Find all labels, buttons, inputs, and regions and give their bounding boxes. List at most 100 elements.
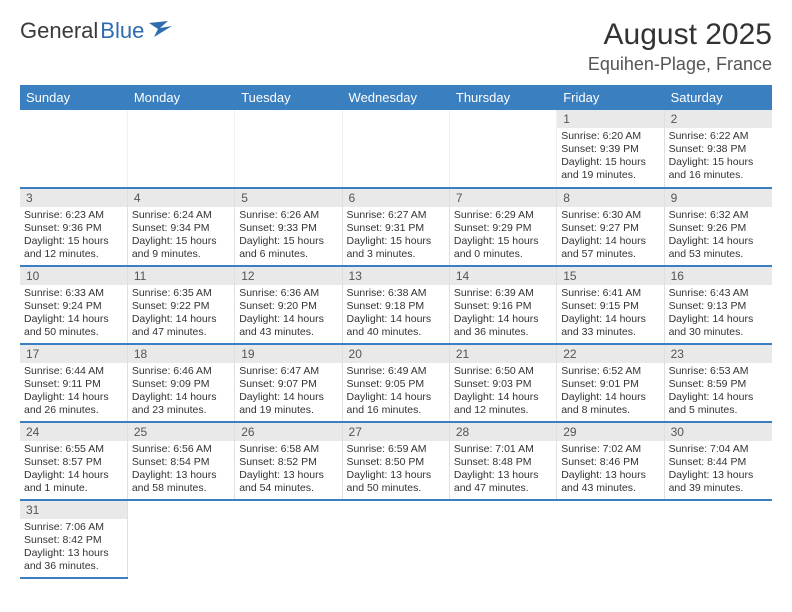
day-number: 12 <box>235 267 341 285</box>
weekday-header: Thursday <box>449 85 556 110</box>
calendar-empty <box>127 500 234 578</box>
day-number: 21 <box>450 345 556 363</box>
day-number: 8 <box>557 189 663 207</box>
day-info: Sunrise: 7:06 AMSunset: 8:42 PMDaylight:… <box>20 519 127 576</box>
calendar-day: 31Sunrise: 7:06 AMSunset: 8:42 PMDayligh… <box>20 500 127 578</box>
calendar-day: 30Sunrise: 7:04 AMSunset: 8:44 PMDayligh… <box>664 422 771 500</box>
calendar-day: 3Sunrise: 6:23 AMSunset: 9:36 PMDaylight… <box>20 188 127 266</box>
day-info: Sunrise: 6:23 AMSunset: 9:36 PMDaylight:… <box>20 207 127 264</box>
day-info: Sunrise: 6:44 AMSunset: 9:11 PMDaylight:… <box>20 363 127 420</box>
day-number: 3 <box>20 189 127 207</box>
day-number: 11 <box>128 267 234 285</box>
day-info: Sunrise: 6:43 AMSunset: 9:13 PMDaylight:… <box>665 285 772 342</box>
logo-text-general: General <box>20 18 98 44</box>
day-info: Sunrise: 6:39 AMSunset: 9:16 PMDaylight:… <box>450 285 556 342</box>
calendar-day: 29Sunrise: 7:02 AMSunset: 8:46 PMDayligh… <box>557 422 664 500</box>
day-info: Sunrise: 6:24 AMSunset: 9:34 PMDaylight:… <box>128 207 234 264</box>
calendar-day: 18Sunrise: 6:46 AMSunset: 9:09 PMDayligh… <box>127 344 234 422</box>
calendar-empty <box>127 110 234 188</box>
calendar-day: 28Sunrise: 7:01 AMSunset: 8:48 PMDayligh… <box>449 422 556 500</box>
day-number: 9 <box>665 189 772 207</box>
calendar-day: 14Sunrise: 6:39 AMSunset: 9:16 PMDayligh… <box>449 266 556 344</box>
day-number: 22 <box>557 345 663 363</box>
day-number: 24 <box>20 423 127 441</box>
calendar-day: 7Sunrise: 6:29 AMSunset: 9:29 PMDaylight… <box>449 188 556 266</box>
calendar-day: 1Sunrise: 6:20 AMSunset: 9:39 PMDaylight… <box>557 110 664 188</box>
day-number: 23 <box>665 345 772 363</box>
day-number: 19 <box>235 345 341 363</box>
day-number: 17 <box>20 345 127 363</box>
calendar-day: 8Sunrise: 6:30 AMSunset: 9:27 PMDaylight… <box>557 188 664 266</box>
day-info: Sunrise: 6:35 AMSunset: 9:22 PMDaylight:… <box>128 285 234 342</box>
day-number: 28 <box>450 423 556 441</box>
day-info: Sunrise: 6:49 AMSunset: 9:05 PMDaylight:… <box>343 363 449 420</box>
calendar-day: 27Sunrise: 6:59 AMSunset: 8:50 PMDayligh… <box>342 422 449 500</box>
calendar-day: 5Sunrise: 6:26 AMSunset: 9:33 PMDaylight… <box>235 188 342 266</box>
weekday-header: Monday <box>127 85 234 110</box>
calendar-row: 10Sunrise: 6:33 AMSunset: 9:24 PMDayligh… <box>20 266 772 344</box>
day-info: Sunrise: 6:53 AMSunset: 8:59 PMDaylight:… <box>665 363 772 420</box>
day-info: Sunrise: 7:01 AMSunset: 8:48 PMDaylight:… <box>450 441 556 498</box>
weekday-header: Saturday <box>664 85 771 110</box>
calendar-day: 6Sunrise: 6:27 AMSunset: 9:31 PMDaylight… <box>342 188 449 266</box>
day-number: 18 <box>128 345 234 363</box>
day-number: 14 <box>450 267 556 285</box>
day-number: 31 <box>20 501 127 519</box>
day-number: 7 <box>450 189 556 207</box>
day-info: Sunrise: 6:46 AMSunset: 9:09 PMDaylight:… <box>128 363 234 420</box>
day-info: Sunrise: 6:32 AMSunset: 9:26 PMDaylight:… <box>665 207 772 264</box>
calendar-day: 23Sunrise: 6:53 AMSunset: 8:59 PMDayligh… <box>664 344 771 422</box>
day-number: 20 <box>343 345 449 363</box>
calendar-empty <box>664 500 771 578</box>
calendar-day: 15Sunrise: 6:41 AMSunset: 9:15 PMDayligh… <box>557 266 664 344</box>
day-info: Sunrise: 6:50 AMSunset: 9:03 PMDaylight:… <box>450 363 556 420</box>
flag-icon <box>148 20 174 43</box>
day-info: Sunrise: 6:55 AMSunset: 8:57 PMDaylight:… <box>20 441 127 498</box>
calendar-table: SundayMondayTuesdayWednesdayThursdayFrid… <box>20 85 772 579</box>
day-info: Sunrise: 6:29 AMSunset: 9:29 PMDaylight:… <box>450 207 556 264</box>
calendar-empty <box>235 110 342 188</box>
calendar-body: 1Sunrise: 6:20 AMSunset: 9:39 PMDaylight… <box>20 110 772 578</box>
day-info: Sunrise: 6:41 AMSunset: 9:15 PMDaylight:… <box>557 285 663 342</box>
day-info: Sunrise: 6:52 AMSunset: 9:01 PMDaylight:… <box>557 363 663 420</box>
day-info: Sunrise: 6:56 AMSunset: 8:54 PMDaylight:… <box>128 441 234 498</box>
calendar-empty <box>449 500 556 578</box>
calendar-day: 12Sunrise: 6:36 AMSunset: 9:20 PMDayligh… <box>235 266 342 344</box>
calendar-row: 31Sunrise: 7:06 AMSunset: 8:42 PMDayligh… <box>20 500 772 578</box>
calendar-day: 17Sunrise: 6:44 AMSunset: 9:11 PMDayligh… <box>20 344 127 422</box>
calendar-day: 16Sunrise: 6:43 AMSunset: 9:13 PMDayligh… <box>664 266 771 344</box>
title-block: August 2025 Equihen-Plage, France <box>588 18 772 75</box>
day-number: 2 <box>665 110 772 128</box>
day-number: 27 <box>343 423 449 441</box>
day-number: 6 <box>343 189 449 207</box>
day-info: Sunrise: 6:33 AMSunset: 9:24 PMDaylight:… <box>20 285 127 342</box>
calendar-day: 9Sunrise: 6:32 AMSunset: 9:26 PMDaylight… <box>664 188 771 266</box>
day-number: 25 <box>128 423 234 441</box>
day-number: 13 <box>343 267 449 285</box>
day-info: Sunrise: 6:47 AMSunset: 9:07 PMDaylight:… <box>235 363 341 420</box>
calendar-day: 13Sunrise: 6:38 AMSunset: 9:18 PMDayligh… <box>342 266 449 344</box>
calendar-day: 2Sunrise: 6:22 AMSunset: 9:38 PMDaylight… <box>664 110 771 188</box>
header: GeneralBlue August 2025 Equihen-Plage, F… <box>20 18 772 75</box>
day-number: 1 <box>557 110 663 128</box>
calendar-day: 11Sunrise: 6:35 AMSunset: 9:22 PMDayligh… <box>127 266 234 344</box>
calendar-row: 3Sunrise: 6:23 AMSunset: 9:36 PMDaylight… <box>20 188 772 266</box>
calendar-day: 4Sunrise: 6:24 AMSunset: 9:34 PMDaylight… <box>127 188 234 266</box>
calendar-day: 20Sunrise: 6:49 AMSunset: 9:05 PMDayligh… <box>342 344 449 422</box>
day-number: 16 <box>665 267 772 285</box>
calendar-day: 25Sunrise: 6:56 AMSunset: 8:54 PMDayligh… <box>127 422 234 500</box>
logo-text-blue: Blue <box>100 18 144 44</box>
weekday-header-row: SundayMondayTuesdayWednesdayThursdayFrid… <box>20 85 772 110</box>
day-number: 29 <box>557 423 663 441</box>
day-number: 30 <box>665 423 772 441</box>
calendar-empty <box>342 500 449 578</box>
day-info: Sunrise: 6:26 AMSunset: 9:33 PMDaylight:… <box>235 207 341 264</box>
day-number: 26 <box>235 423 341 441</box>
day-info: Sunrise: 6:30 AMSunset: 9:27 PMDaylight:… <box>557 207 663 264</box>
day-info: Sunrise: 6:38 AMSunset: 9:18 PMDaylight:… <box>343 285 449 342</box>
month-title: August 2025 <box>588 18 772 52</box>
logo: GeneralBlue <box>20 18 174 44</box>
day-info: Sunrise: 6:58 AMSunset: 8:52 PMDaylight:… <box>235 441 341 498</box>
day-info: Sunrise: 6:59 AMSunset: 8:50 PMDaylight:… <box>343 441 449 498</box>
day-number: 10 <box>20 267 127 285</box>
